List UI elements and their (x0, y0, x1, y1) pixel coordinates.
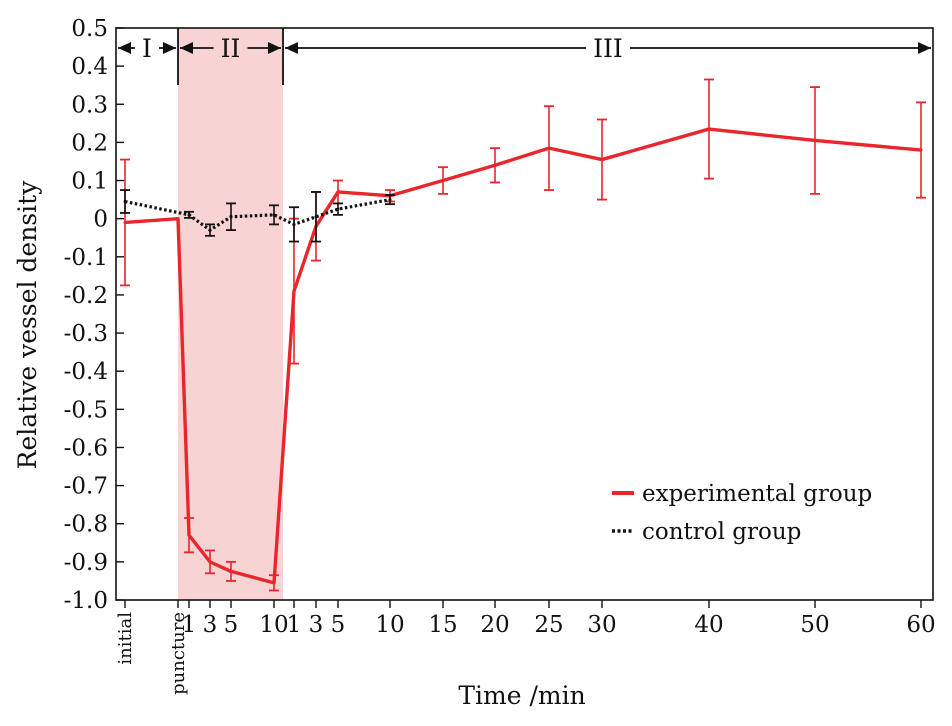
phase-label: I (142, 34, 152, 63)
y-tick-label: -0.2 (64, 283, 108, 309)
x-tick-label: 1 (287, 612, 302, 638)
x-tick-label: 10 (375, 612, 404, 638)
axes-layer: 0.5 0.4 0.3 0.2 0.1 0 -0.1 -0.2 -0.3 -0.4 -0.5 -0.6… (64, 16, 936, 695)
data-point (919, 148, 923, 152)
phase-arrowhead (918, 42, 931, 54)
data-point (208, 560, 212, 564)
x-tick-label: 25 (534, 612, 563, 638)
y-tick-label: 0.2 (71, 130, 108, 156)
phase-arrowhead (268, 42, 281, 54)
y-tick-label: 0.3 (71, 92, 108, 118)
series-line (124, 198, 391, 232)
x-tick-label: 3 (203, 612, 218, 638)
x-tick-label: 15 (428, 612, 457, 638)
data-point (547, 146, 551, 150)
data-point (272, 581, 276, 585)
plot-frame (115, 27, 934, 601)
legend-label: control group (642, 519, 801, 545)
phase-arrows-layer: I II III (118, 28, 931, 85)
y-tick-label: -1.0 (64, 588, 108, 614)
data-point (176, 217, 180, 221)
y-tick-label: -0.4 (64, 359, 108, 385)
x-tick-label: 5 (224, 612, 239, 638)
x-tick-label: puncture (168, 612, 189, 695)
data-point (600, 158, 604, 162)
x-tick-label: 5 (331, 612, 346, 638)
phase-arrowhead (118, 42, 131, 54)
phase-label: II (221, 34, 241, 63)
data-point (292, 289, 296, 293)
phase-arrowhead (285, 42, 298, 54)
data-point (272, 213, 276, 217)
y-tick-label: -0.7 (64, 474, 108, 500)
y-axis-label: Relative vessel density (13, 180, 42, 470)
x-tick-label: 30 (587, 612, 616, 638)
y-tick-label: 0.1 (71, 169, 108, 195)
data-point (441, 179, 445, 183)
data-point (229, 569, 233, 573)
phase-shading-layer (178, 28, 283, 600)
data-point (208, 228, 212, 232)
x-tick-label: 40 (694, 612, 723, 638)
y-tick-label: 0.4 (71, 54, 108, 80)
y-tick-label: 0.5 (71, 16, 108, 42)
phase-ii-shading (178, 28, 283, 600)
x-tick-label: 10 (259, 612, 288, 638)
data-point (336, 190, 340, 194)
y-tick-label: 0 (93, 207, 108, 233)
x-tick-label: 50 (800, 612, 829, 638)
control-group-series (120, 189, 395, 243)
phase-label: III (593, 34, 623, 63)
x-tick-label: 60 (906, 612, 935, 638)
legend: experimental group control group (612, 481, 872, 545)
data-point (187, 213, 191, 217)
data-point (187, 533, 191, 537)
phase-arrowhead (163, 42, 176, 54)
x-tick-label: 1 (182, 612, 197, 638)
y-tick-label: -0.5 (64, 397, 108, 423)
data-point (314, 215, 318, 219)
y-tick-label: -0.8 (64, 512, 108, 538)
data-point (813, 138, 817, 142)
legend-label: experimental group (642, 481, 872, 507)
data-point (229, 215, 233, 219)
y-tick-label: -0.6 (64, 435, 108, 461)
data-point (388, 198, 392, 202)
series-layer (120, 78, 926, 592)
x-tick-label: 3 (309, 612, 324, 638)
y-tick-label: -0.1 (64, 245, 108, 271)
data-point (336, 207, 340, 211)
data-point (123, 200, 127, 204)
y-tick-label: -0.3 (64, 321, 108, 347)
experimental-group-series (120, 78, 926, 592)
y-tick-label: -0.9 (64, 550, 108, 576)
data-point (707, 127, 711, 131)
x-tick-label: 20 (480, 612, 509, 638)
x-axis-label: Time /min (458, 681, 585, 710)
x-tick-label: initial (115, 612, 136, 665)
data-point (292, 222, 296, 226)
data-point (123, 220, 127, 224)
data-point (493, 163, 497, 167)
phase-arrowhead (180, 42, 193, 54)
